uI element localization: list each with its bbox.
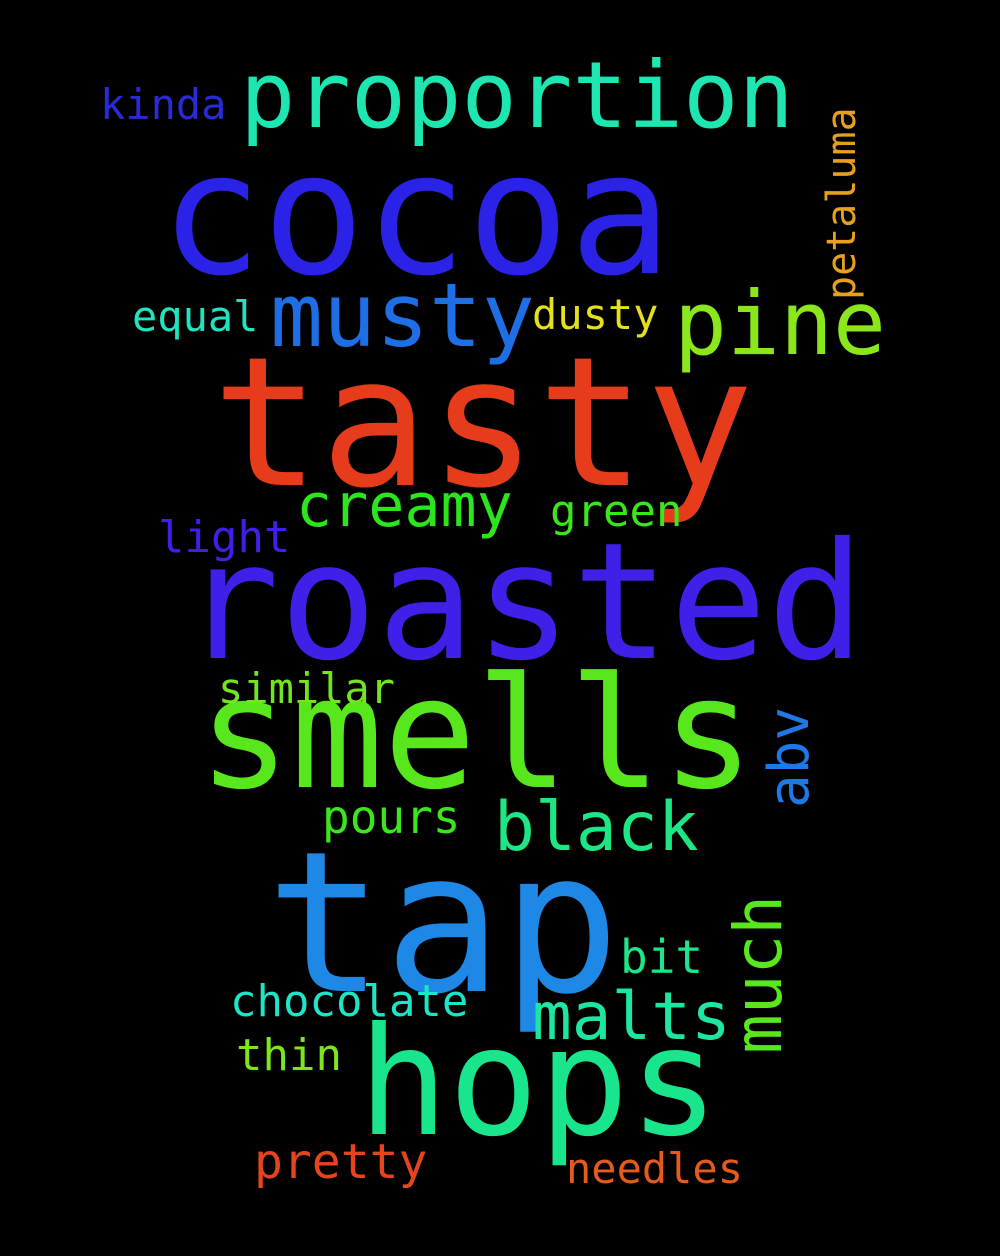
- word-chocolate: chocolate: [230, 976, 469, 1027]
- word-cocoa: cocoa: [160, 116, 672, 314]
- word-green: green: [550, 486, 683, 537]
- word-equal: equal: [132, 292, 259, 341]
- word-pretty: pretty: [254, 1134, 428, 1190]
- word-tasty: tasty: [212, 319, 754, 528]
- word-thin: thin: [236, 1030, 342, 1081]
- word-pine: pine: [674, 272, 886, 375]
- word-abv: abv: [757, 706, 822, 808]
- word-light: light: [158, 512, 291, 563]
- word-dusty: dusty: [532, 290, 659, 339]
- word-kinda: kinda: [100, 80, 227, 129]
- word-malts: malts: [532, 978, 731, 1055]
- word-musty: musty: [270, 264, 535, 367]
- word-bit: bit: [620, 930, 704, 984]
- word-hops: hops: [358, 996, 720, 1170]
- word-tap: tap: [266, 810, 621, 1038]
- word-black: black: [494, 788, 699, 867]
- word-roasted: roasted: [182, 509, 865, 697]
- word-proportion: proportion: [240, 42, 794, 149]
- word-needles: needles: [566, 1144, 744, 1193]
- word-pours: pours: [322, 790, 461, 844]
- word-petaluma: petaluma: [819, 107, 865, 300]
- word-similar: similar: [218, 664, 396, 713]
- word-smells: smells: [198, 645, 755, 824]
- word-much: much: [720, 895, 797, 1054]
- word-creamy: creamy: [296, 471, 513, 541]
